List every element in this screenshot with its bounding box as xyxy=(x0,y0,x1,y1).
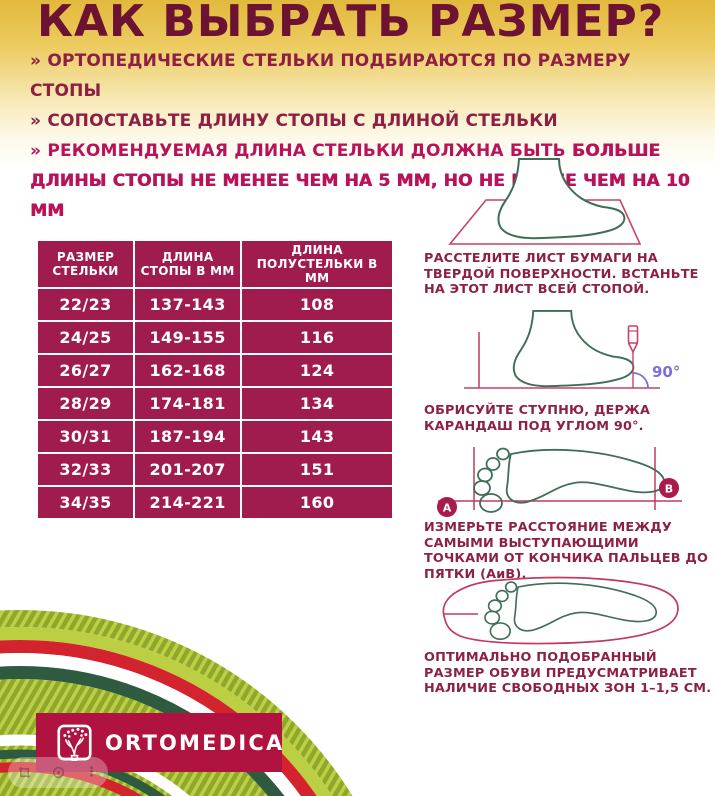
footprint-measure-illustration: А В xyxy=(437,447,682,517)
point-b-marker xyxy=(659,478,679,498)
point-a-marker xyxy=(437,497,457,517)
foot-on-paper-illustration xyxy=(448,158,642,245)
cell-size: 24/25 xyxy=(35,320,136,355)
bullet-item: » СОПОСТАВЬТЕ ДЛИНУ СТОПЫ С ДЛИНОЙ СТЕЛЬ… xyxy=(30,106,692,136)
step-caption: ОБРИСУЙТЕ СТУПНЮ, ДЕРЖА КАРАНДАШ ПОД УГЛ… xyxy=(424,403,651,434)
point-a-label: А xyxy=(443,502,452,515)
bullet-item: » ОРТОПЕДИЧЕСКИЕ СТЕЛЬКИ ПОДБИРАЮТСЯ ПО … xyxy=(30,46,692,106)
point-b-label: В xyxy=(665,483,673,496)
cell-foot-length: 187-194 xyxy=(133,419,243,454)
foot-with-pencil-illustration: 90° xyxy=(464,310,680,389)
step-caption: РАССТЕЛИТЕ ЛИСТ БУМАГИ НА ТВЕРДОЙ ПОВЕРХ… xyxy=(424,251,699,297)
cell-half-insole: 151 xyxy=(240,452,394,487)
cell-half-insole: 143 xyxy=(240,419,394,454)
table-row: 32/33 201-207 151 xyxy=(35,452,394,487)
bullet-marker: » xyxy=(30,141,42,161)
cell-size: 34/35 xyxy=(35,485,136,520)
bullet-text: СОПОСТАВЬТЕ ДЛИНУ СТОПЫ С ДЛИНОЙ СТЕЛЬКИ xyxy=(47,111,558,131)
step-caption: ОПТИМАЛЬНО ПОДОБРАННЫЙ РАЗМЕР ОБУВИ ПРЕД… xyxy=(424,650,712,696)
cell-foot-length: 214-221 xyxy=(133,485,243,520)
footprint-in-shoe-illustration xyxy=(442,576,679,645)
cell-size: 32/33 xyxy=(35,452,136,487)
cell-half-insole: 134 xyxy=(240,386,394,421)
top-gradient-background xyxy=(0,0,715,172)
brand-logo: ORTOMEDICA xyxy=(36,713,282,772)
cell-foot-length: 162-168 xyxy=(133,353,243,388)
cell-foot-length: 201-207 xyxy=(133,452,243,487)
angle-label: 90° xyxy=(652,363,680,381)
table-row: 28/29 174-181 134 xyxy=(35,386,394,421)
bullet-text: ОРТОПЕДИЧЕСКИЕ СТЕЛЬКИ ПОДБИРАЮТСЯ ПО РА… xyxy=(30,51,631,101)
cell-size: 22/23 xyxy=(35,287,136,322)
header-half-insole-length: ДЛИНА ПОЛУСТЕЛЬКИ В ММ xyxy=(240,239,394,289)
cell-half-insole: 160 xyxy=(240,485,394,520)
bullet-text: РЕКОМЕНДУЕМАЯ ДЛИНА СТЕЛЬКИ ДОЛЖНА БЫТЬ xyxy=(47,141,572,161)
bullet-marker: » xyxy=(30,111,42,131)
table-row: 26/27 162-168 124 xyxy=(35,353,394,388)
cell-foot-length: 174-181 xyxy=(133,386,243,421)
cell-half-insole: 124 xyxy=(240,353,394,388)
cell-half-insole: 116 xyxy=(240,320,394,355)
crop-icon[interactable] xyxy=(18,766,31,779)
cell-size: 30/31 xyxy=(35,419,136,454)
more-vertical-icon[interactable]: ⋮ xyxy=(85,765,98,780)
bullet-marker: » xyxy=(30,51,42,71)
page-title: КАК ВЫБРАТЬ РАЗМЕР? xyxy=(37,0,665,47)
cell-size: 26/27 xyxy=(35,353,136,388)
lens-toolbar-overlay[interactable]: ⋮ xyxy=(8,757,108,788)
header-insole-size: РАЗМЕР СТЕЛЬКИ xyxy=(35,239,136,289)
table-row: 22/23 137-143 108 xyxy=(35,287,394,322)
brand-name: ORTOMEDICA xyxy=(105,730,285,755)
step-caption: ИЗМЕРЬТЕ РАССТОЯНИЕ МЕЖДУ САМЫМИ ВЫСТУПА… xyxy=(424,520,709,582)
tree-icon xyxy=(57,724,92,761)
table-row: 34/35 214-221 160 xyxy=(35,485,394,520)
table-row: 30/31 187-194 143 xyxy=(35,419,394,454)
cell-foot-length: 149-155 xyxy=(133,320,243,355)
cell-foot-length: 137-143 xyxy=(133,287,243,322)
size-table-header-row: РАЗМЕР СТЕЛЬКИ ДЛИНА СТОПЫ В ММ ДЛИНА ПОЛУС… xyxy=(35,239,394,289)
cell-size: 28/29 xyxy=(35,386,136,421)
cell-half-insole: 108 xyxy=(240,287,394,322)
header-foot-length: ДЛИНА СТОПЫ В ММ xyxy=(133,239,243,289)
table-row: 24/25 149-155 116 xyxy=(35,320,394,355)
lens-icon[interactable] xyxy=(52,766,65,779)
size-table: РАЗМЕР СТЕЛЬКИ ДЛИНА СТОПЫ В ММ ДЛИНА ПОЛУС… xyxy=(35,239,394,520)
